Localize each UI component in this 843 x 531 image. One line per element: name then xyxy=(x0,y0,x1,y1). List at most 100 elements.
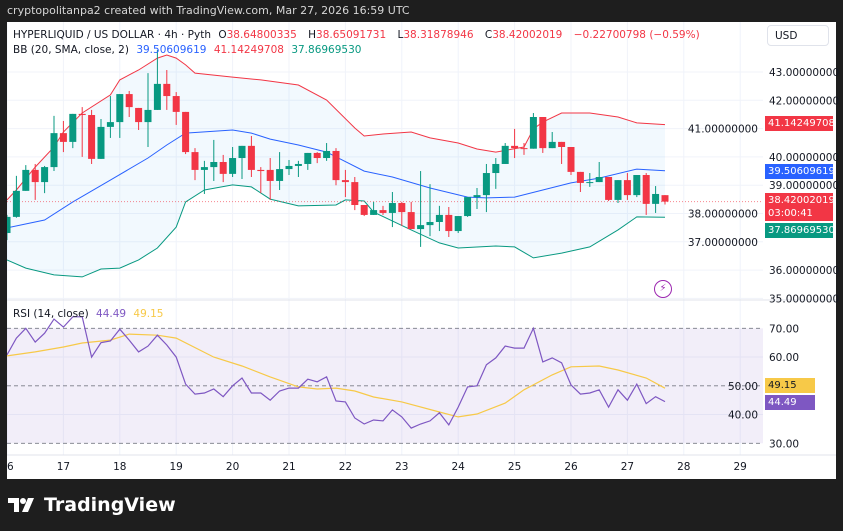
rsi-tick-label: 70.00 xyxy=(769,323,799,335)
candle-body xyxy=(50,133,58,168)
candle-body xyxy=(370,210,378,215)
time-tick-label: 25 xyxy=(508,461,521,473)
rsi-tick-label: 60.00 xyxy=(769,352,799,364)
candle-body xyxy=(144,109,152,123)
bb-lower-line xyxy=(7,184,666,278)
bb-basis-price-badge: 39.50609619 xyxy=(765,164,835,179)
candle-body xyxy=(379,210,387,213)
close-label: C xyxy=(484,29,493,41)
candle-body xyxy=(106,122,114,127)
candle-body xyxy=(191,152,199,170)
lightning-icon[interactable]: ⚡ xyxy=(654,280,672,298)
candle-body xyxy=(445,214,453,232)
candle-body xyxy=(661,195,669,202)
time-tick-label: 21 xyxy=(282,461,295,473)
candle-body xyxy=(78,113,86,116)
candle-body xyxy=(576,171,584,183)
price-tick-label: 43.00000000 xyxy=(769,67,839,79)
bb-upper-price-badge: 41.14249708 xyxy=(765,116,835,131)
candle-body xyxy=(642,175,650,204)
candle-body xyxy=(247,145,255,170)
candle-body xyxy=(398,203,406,213)
candle-body xyxy=(351,182,359,206)
candle-body xyxy=(116,94,124,123)
chart-caption: cryptopolitanpa2 created with TradingVie… xyxy=(7,4,410,17)
rsi-tick-label: 30.00 xyxy=(769,438,799,450)
rsi-legend[interactable]: RSI (14, close) 44.49 49.15 xyxy=(13,308,167,320)
candle-body xyxy=(88,115,96,159)
candle-body xyxy=(238,145,246,159)
bb-legend[interactable]: BB (20, SMA, close, 2) 39.50609619 41.14… xyxy=(13,44,365,56)
candle-body xyxy=(492,163,500,174)
candle-body xyxy=(520,148,528,150)
high-value: 38.65091731 xyxy=(316,29,387,41)
candle-body xyxy=(482,173,490,196)
price-tick-label: 37.00000000 xyxy=(688,237,758,249)
bb-basis-value: 39.50609619 xyxy=(136,44,207,56)
candle-body xyxy=(567,146,575,172)
candle-body xyxy=(605,176,613,200)
candle-body xyxy=(285,165,293,170)
candle-body xyxy=(22,169,30,191)
candle-body xyxy=(257,169,265,172)
candle-body xyxy=(539,116,547,149)
rsi-ma-value: 49.15 xyxy=(133,308,164,320)
candle-body xyxy=(388,203,396,213)
time-tick-label: 17 xyxy=(57,461,70,473)
price-tick-label: 35.00000000 xyxy=(769,293,839,305)
candle-body xyxy=(294,163,302,166)
brand-name: TradingView xyxy=(44,494,176,516)
candle-body xyxy=(172,96,180,112)
price-tick-label: 36.00000000 xyxy=(769,265,839,277)
time-tick-label: 28 xyxy=(677,461,690,473)
symbol-legend: HYPERLIQUID / US DOLLAR · 4h · Pyth O38.… xyxy=(13,29,704,41)
open-value: 38.64800335 xyxy=(226,29,297,41)
time-tick-label: 23 xyxy=(395,461,408,473)
candle-body xyxy=(652,193,660,204)
candle-body xyxy=(614,180,622,200)
time-tick-label: 29 xyxy=(734,461,747,473)
chart-panel[interactable] xyxy=(7,22,836,479)
last-price: 38.42002019 xyxy=(768,195,835,206)
candle-body xyxy=(276,169,284,181)
candle-body xyxy=(182,111,190,153)
candle-body xyxy=(304,152,312,164)
currency-button[interactable]: USD xyxy=(767,25,829,46)
candle-body xyxy=(12,190,20,217)
candle-body xyxy=(435,214,443,222)
tradingview-logo: TradingView xyxy=(8,494,176,516)
candle-body xyxy=(97,126,105,159)
candle-body xyxy=(266,169,274,181)
rsi-tick-label: 40.00 xyxy=(728,410,758,422)
candle-body xyxy=(454,216,462,232)
candle-body xyxy=(332,150,340,181)
bb-label: BB (20, SMA, close, 2) xyxy=(13,44,129,56)
close-value: 38.42002019 xyxy=(492,29,563,41)
candle-body xyxy=(229,158,237,174)
candle-body xyxy=(417,225,425,230)
bar-countdown: 03:00:41 xyxy=(768,208,813,219)
candle-body xyxy=(7,216,11,234)
bb-lower-value: 37.86969530 xyxy=(291,44,362,56)
candle-body xyxy=(135,107,143,123)
candle-body xyxy=(210,161,218,168)
candle-body xyxy=(633,175,641,196)
candle-body xyxy=(464,197,472,217)
time-tick-label: 26 xyxy=(564,461,578,473)
time-tick-label: 27 xyxy=(621,461,634,473)
symbol-title: HYPERLIQUID / US DOLLAR · 4h · Pyth xyxy=(13,29,211,41)
price-tick-label: 41.00000000 xyxy=(688,124,758,136)
candle-body xyxy=(623,180,631,196)
candle-body xyxy=(586,182,594,184)
candle-body xyxy=(511,145,519,149)
candle-body xyxy=(323,150,331,159)
time-tick-label: 22 xyxy=(339,461,352,473)
candle-body xyxy=(360,205,368,215)
time-tick-label: 19 xyxy=(170,461,183,473)
open-label: O xyxy=(218,29,227,41)
candle-body xyxy=(548,141,556,149)
rsi-line xyxy=(7,316,666,429)
candle-body xyxy=(558,141,566,147)
bb-upper-line xyxy=(7,54,666,201)
